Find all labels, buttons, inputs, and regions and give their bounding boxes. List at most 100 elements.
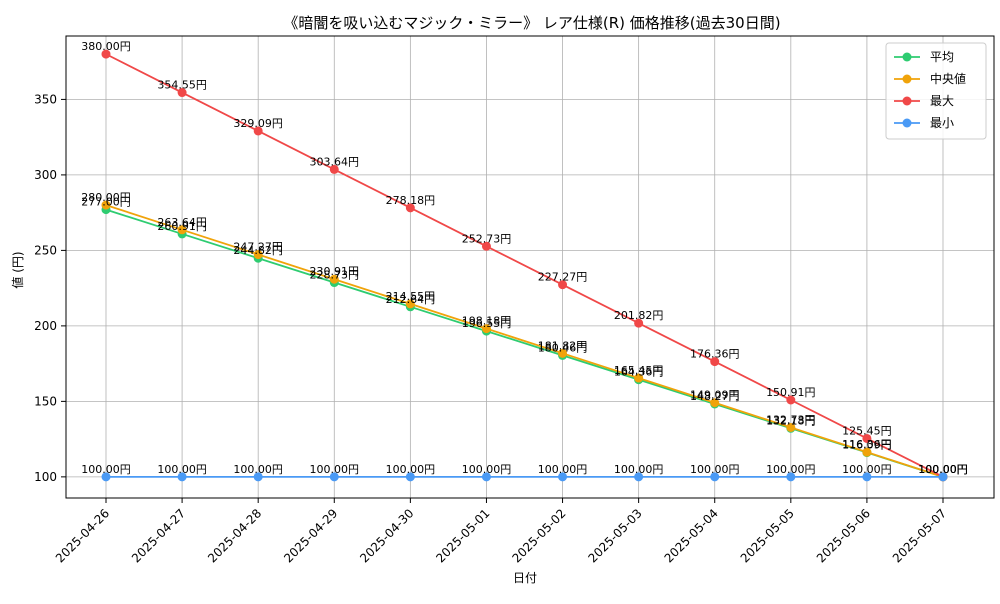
data-point bbox=[177, 88, 187, 98]
legend-label: 平均 bbox=[930, 50, 954, 64]
data-label: 181.82円 bbox=[538, 339, 588, 352]
data-label: 212.64円 bbox=[386, 293, 436, 306]
data-label: 132.73円 bbox=[766, 413, 816, 426]
data-point bbox=[862, 447, 872, 457]
series-line bbox=[105, 53, 944, 478]
data-label: 100.00円 bbox=[462, 463, 512, 476]
data-point bbox=[329, 274, 339, 284]
data-point bbox=[481, 324, 491, 334]
legend-marker bbox=[902, 74, 912, 84]
data-label: 165.45円 bbox=[614, 364, 664, 377]
data-label: 125.45円 bbox=[842, 424, 892, 437]
legend-marker bbox=[902, 52, 912, 62]
data-label: 100.00円 bbox=[386, 463, 436, 476]
data-label: 100.00円 bbox=[233, 463, 283, 476]
x-tick-label: 2025-04-29 bbox=[281, 506, 340, 565]
data-label: 100.00円 bbox=[918, 463, 968, 476]
data-label: 280.00円 bbox=[81, 191, 131, 204]
y-tick-label: 300 bbox=[34, 168, 57, 182]
data-label: 100.00円 bbox=[538, 463, 588, 476]
legend-marker bbox=[902, 118, 912, 128]
x-tick-label: 2025-04-26 bbox=[53, 506, 112, 565]
data-label: 100.00円 bbox=[614, 463, 664, 476]
x-tick-label: 2025-05-05 bbox=[738, 506, 797, 565]
x-tick-label: 2025-05-02 bbox=[509, 506, 568, 565]
x-tick-label: 2025-05-07 bbox=[890, 506, 949, 565]
data-label: 230.91円 bbox=[310, 265, 360, 278]
data-point bbox=[558, 472, 568, 482]
data-label: 116.09円 bbox=[842, 439, 892, 452]
data-point bbox=[101, 472, 111, 482]
y-tick-label: 200 bbox=[34, 319, 57, 333]
data-point bbox=[786, 422, 796, 432]
x-tick-label: 2025-05-03 bbox=[586, 506, 645, 565]
data-point bbox=[405, 472, 415, 482]
data-point bbox=[253, 126, 263, 136]
legend-box bbox=[885, 42, 987, 140]
data-point bbox=[938, 472, 948, 482]
data-point bbox=[329, 472, 339, 482]
data-point bbox=[710, 357, 720, 367]
x-axis-ticks: 2025-04-26 2025-04-27 2025-04-28 2025-04-29… bbox=[53, 498, 949, 565]
y-tick-label: 250 bbox=[34, 243, 57, 257]
data-label: 227.27円 bbox=[538, 271, 588, 284]
data-point bbox=[177, 472, 187, 482]
legend-marker bbox=[902, 96, 912, 106]
plot-frame bbox=[65, 35, 995, 499]
data-point bbox=[101, 49, 111, 59]
data-label: 214.55円 bbox=[386, 290, 436, 303]
series-line bbox=[105, 204, 944, 478]
data-point bbox=[862, 433, 872, 443]
data-label: 180.46円 bbox=[538, 341, 588, 354]
data-label: 100.00円 bbox=[918, 463, 968, 476]
data-point bbox=[481, 241, 491, 251]
data-label: 149.09円 bbox=[690, 389, 740, 402]
data-point bbox=[177, 225, 187, 235]
data-label: 252.73円 bbox=[462, 232, 512, 245]
data-label: 198.18円 bbox=[462, 315, 512, 328]
data-point bbox=[634, 373, 644, 383]
data-label: 100.00円 bbox=[842, 463, 892, 476]
y-tick-label: 350 bbox=[34, 92, 57, 106]
data-label: 100.00円 bbox=[310, 463, 360, 476]
y-axis-ticks: 100 150 200 250 300 350 bbox=[34, 92, 66, 484]
data-point bbox=[405, 299, 415, 309]
data-label: 116.36円 bbox=[842, 438, 892, 451]
data-point bbox=[405, 203, 415, 213]
data-label: 228.73円 bbox=[310, 269, 360, 282]
data-label: 277.00円 bbox=[81, 196, 131, 209]
x-tick-label: 2025-05-06 bbox=[814, 506, 873, 565]
data-label: 247.27円 bbox=[233, 241, 283, 254]
data-label: 100.00円 bbox=[690, 463, 740, 476]
data-label: 100.00円 bbox=[918, 463, 968, 476]
data-point bbox=[634, 318, 644, 328]
data-label: 260.91円 bbox=[157, 220, 207, 233]
data-label: 354.55円 bbox=[157, 79, 207, 92]
x-tick-label: 2025-04-28 bbox=[205, 506, 264, 565]
data-point bbox=[558, 348, 568, 358]
data-point bbox=[558, 280, 568, 290]
data-point bbox=[786, 472, 796, 482]
data-label: 263.64円 bbox=[157, 216, 207, 229]
data-label: 201.82円 bbox=[614, 309, 664, 322]
data-label: 100.00円 bbox=[918, 463, 968, 476]
data-label: 303.64円 bbox=[310, 155, 360, 168]
data-label: 278.18円 bbox=[386, 194, 436, 207]
data-point bbox=[253, 250, 263, 260]
data-label: 329.09円 bbox=[233, 117, 283, 130]
data-label: 176.36円 bbox=[690, 348, 740, 361]
data-label: 380.00円 bbox=[81, 40, 131, 53]
data-label: 100.00円 bbox=[81, 463, 131, 476]
data-label: 150.91円 bbox=[766, 386, 816, 399]
x-tick-label: 2025-04-30 bbox=[357, 506, 416, 565]
legend-label: 最大 bbox=[930, 94, 954, 108]
data-label: 196.55円 bbox=[462, 317, 512, 330]
data-point bbox=[329, 164, 339, 174]
y-tick-label: 100 bbox=[34, 470, 57, 484]
data-point bbox=[253, 472, 263, 482]
data-label: 164.36円 bbox=[614, 366, 664, 379]
x-tick-label: 2025-04-27 bbox=[129, 506, 188, 565]
